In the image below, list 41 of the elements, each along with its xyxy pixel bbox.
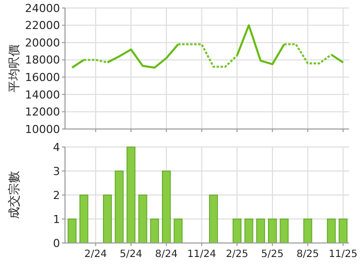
y-tick-label: 20000 — [25, 36, 60, 50]
bar — [326, 218, 336, 244]
bar — [280, 218, 289, 244]
bar — [138, 194, 148, 244]
bar — [79, 194, 88, 244]
y-tick-label: 14000 — [25, 88, 60, 102]
bar — [209, 194, 218, 244]
x-tick-label: 2/24 — [84, 249, 107, 260]
y-tick-label: 16000 — [25, 70, 60, 84]
bar — [256, 218, 266, 244]
x-tick-label: 5/25 — [261, 249, 284, 260]
x-tick-label: 11/25 — [328, 249, 358, 260]
bar — [162, 170, 171, 244]
y-tick-label: 3 — [53, 164, 60, 178]
y-axis-title: 平均呎價 — [7, 44, 22, 92]
bar — [103, 194, 112, 244]
x-tick-label: 5/24 — [120, 249, 142, 260]
bar — [114, 170, 124, 244]
y-tick-label: 1 — [53, 212, 60, 226]
bar — [232, 218, 242, 244]
bar — [126, 146, 136, 244]
x-tick-label: 11/24 — [187, 249, 216, 260]
y-tick-label: 0 — [53, 236, 60, 250]
y-tick-label: 22000 — [25, 19, 60, 32]
bar — [268, 218, 277, 244]
bar — [338, 218, 348, 244]
y-tick-label: 24000 — [25, 2, 60, 15]
y-axis-title: 成交宗數 — [7, 171, 22, 219]
bar — [244, 218, 254, 244]
bar — [68, 218, 76, 244]
x-tick-label: 2/25 — [226, 249, 248, 260]
y-tick-label: 4 — [53, 140, 60, 154]
x-tick-label: 8/24 — [155, 249, 178, 260]
bar — [303, 218, 312, 244]
y-tick-label: 2 — [53, 188, 60, 202]
y-tick-label: 18000 — [25, 54, 60, 67]
bar — [174, 218, 183, 244]
bar — [150, 218, 159, 244]
y-tick-label: 12000 — [25, 106, 60, 119]
y-tick-label: 10000 — [25, 122, 60, 136]
x-tick-label: 8/25 — [296, 249, 319, 260]
